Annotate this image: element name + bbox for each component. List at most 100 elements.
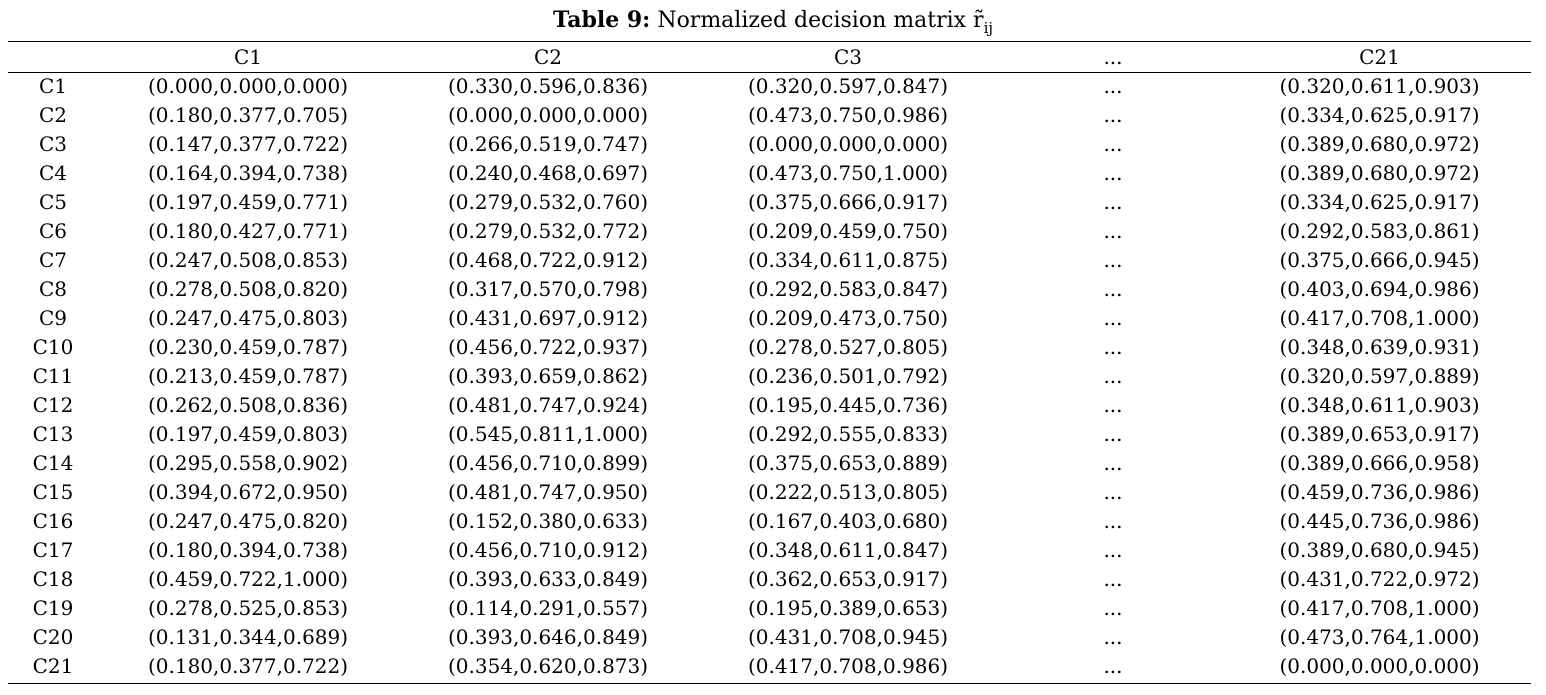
- row-label: C16: [32, 509, 74, 533]
- table-caption-symbol: r̃: [973, 8, 984, 33]
- cell-ellipsis: ...: [1103, 480, 1123, 504]
- cell-c3: (0.417,0.708,0.986): [747, 654, 949, 678]
- cell-c3: (0.209,0.459,0.750): [747, 219, 949, 243]
- cell-c2: (0.354,0.620,0.873): [447, 654, 649, 678]
- table-row: C15 (0.394,0.672,0.950) (0.481,0.747,0.950…: [8, 478, 1531, 507]
- table-caption: Table 9: Normalized decision matrix r̃ij: [0, 6, 1546, 42]
- cell-c1: (0.213,0.459,0.787): [147, 364, 349, 388]
- cell-c3: (0.473,0.750,1.000): [747, 161, 949, 185]
- row-label: C1: [38, 74, 68, 98]
- cell-c1: (0.197,0.459,0.771): [147, 190, 349, 214]
- table-row: C6 (0.180,0.427,0.771) (0.279,0.532,0.772)…: [8, 217, 1531, 246]
- cell-c21: (0.389,0.680,0.972): [1279, 161, 1480, 185]
- cell-c21: (0.389,0.653,0.917): [1279, 422, 1480, 446]
- row-label: C3: [38, 132, 68, 156]
- cell-c3: (0.348,0.611,0.847): [747, 538, 949, 562]
- table-row: C19 (0.278,0.525,0.853) (0.114,0.291,0.557…: [8, 594, 1531, 623]
- table-row: C3 (0.147,0.377,0.722) (0.266,0.519,0.747)…: [8, 130, 1531, 159]
- table-row: C13 (0.197,0.459,0.803) (0.545,0.811,1.000…: [8, 420, 1531, 449]
- table-body: C1 (0.000,0.000,0.000) (0.330,0.596,0.836)…: [8, 72, 1531, 681]
- cell-c2: (0.393,0.633,0.849): [447, 567, 649, 591]
- table-row: C5 (0.197,0.459,0.771) (0.279,0.532,0.760)…: [8, 188, 1531, 217]
- cell-ellipsis: ...: [1103, 103, 1123, 127]
- table-caption-text: Normalized decision matrix: [657, 8, 967, 33]
- cell-c3: (0.375,0.666,0.917): [747, 190, 949, 214]
- table-row: C1 (0.000,0.000,0.000) (0.330,0.596,0.836)…: [8, 72, 1531, 101]
- cell-c21: (0.389,0.666,0.958): [1279, 451, 1480, 475]
- cell-c3: (0.195,0.445,0.736): [747, 393, 949, 417]
- cell-ellipsis: ...: [1103, 219, 1123, 243]
- table-top-rule: [8, 41, 1531, 42]
- table-row: C10 (0.230,0.459,0.787) (0.456,0.722,0.937…: [8, 333, 1531, 362]
- cell-c1: (0.262,0.508,0.836): [147, 393, 349, 417]
- cell-c2: (0.330,0.596,0.836): [447, 74, 649, 98]
- cell-ellipsis: ...: [1103, 393, 1123, 417]
- table-header-rule: [8, 72, 1531, 73]
- row-label: C11: [32, 364, 74, 388]
- row-label: C5: [38, 190, 68, 214]
- cell-c2: (0.240,0.468,0.697): [447, 161, 649, 185]
- cell-c1: (0.278,0.525,0.853): [147, 596, 349, 620]
- cell-c2: (0.393,0.646,0.849): [447, 625, 649, 649]
- row-label: C20: [32, 625, 74, 649]
- cell-c1: (0.295,0.558,0.902): [147, 451, 349, 475]
- cell-c2: (0.114,0.291,0.557): [447, 596, 649, 620]
- cell-c3: (0.236,0.501,0.792): [747, 364, 949, 388]
- table-row: C20 (0.131,0.344,0.689) (0.393,0.646,0.849…: [8, 623, 1531, 652]
- row-label: C15: [32, 480, 74, 504]
- cell-c21: (0.431,0.722,0.972): [1279, 567, 1480, 591]
- table-row: C4 (0.164,0.394,0.738) (0.240,0.468,0.697)…: [8, 159, 1531, 188]
- row-label: C6: [38, 219, 68, 243]
- cell-c2: (0.431,0.697,0.912): [447, 306, 649, 330]
- cell-c2: (0.279,0.532,0.760): [447, 190, 649, 214]
- cell-c3: (0.167,0.403,0.680): [747, 509, 949, 533]
- cell-ellipsis: ...: [1103, 132, 1123, 156]
- cell-c1: (0.147,0.377,0.722): [147, 132, 349, 156]
- cell-c21: (0.348,0.639,0.931): [1279, 335, 1480, 359]
- cell-c21: (0.417,0.708,1.000): [1279, 596, 1480, 620]
- cell-ellipsis: ...: [1103, 190, 1123, 214]
- cell-ellipsis: ...: [1103, 422, 1123, 446]
- cell-c1: (0.180,0.377,0.722): [147, 654, 349, 678]
- cell-ellipsis: ...: [1103, 161, 1123, 185]
- cell-c1: (0.000,0.000,0.000): [147, 74, 349, 98]
- cell-c3: (0.278,0.527,0.805): [747, 335, 949, 359]
- cell-c3: (0.292,0.555,0.833): [747, 422, 949, 446]
- cell-ellipsis: ...: [1103, 451, 1123, 475]
- cell-c21: (0.445,0.736,0.986): [1279, 509, 1480, 533]
- cell-c2: (0.266,0.519,0.747): [447, 132, 649, 156]
- cell-c2: (0.481,0.747,0.950): [447, 480, 649, 504]
- table-row: C16 (0.247,0.475,0.820) (0.152,0.380,0.633…: [8, 507, 1531, 536]
- cell-c1: (0.180,0.377,0.705): [147, 103, 349, 127]
- table-bottom-rule: [8, 683, 1531, 684]
- column-header-c2: C2: [533, 45, 563, 69]
- cell-c21: (0.389,0.680,0.972): [1279, 132, 1480, 156]
- cell-ellipsis: ...: [1103, 625, 1123, 649]
- cell-c1: (0.247,0.475,0.820): [147, 509, 349, 533]
- cell-c2: (0.393,0.659,0.862): [447, 364, 649, 388]
- table-row: C17 (0.180,0.394,0.738) (0.456,0.710,0.912…: [8, 536, 1531, 565]
- cell-ellipsis: ...: [1103, 306, 1123, 330]
- table-row: C11 (0.213,0.459,0.787) (0.393,0.659,0.862…: [8, 362, 1531, 391]
- cell-c1: (0.131,0.344,0.689): [147, 625, 349, 649]
- cell-c21: (0.389,0.680,0.945): [1279, 538, 1480, 562]
- cell-c21: (0.459,0.736,0.986): [1279, 480, 1480, 504]
- cell-ellipsis: ...: [1103, 538, 1123, 562]
- cell-c21: (0.334,0.625,0.917): [1279, 190, 1480, 214]
- row-label: C21: [32, 654, 74, 678]
- cell-c21: (0.375,0.666,0.945): [1279, 248, 1480, 272]
- cell-c3: (0.195,0.389,0.653): [747, 596, 949, 620]
- row-label: C2: [38, 103, 68, 127]
- cell-c1: (0.164,0.394,0.738): [147, 161, 349, 185]
- cell-c3: (0.292,0.583,0.847): [747, 277, 949, 301]
- row-label: C9: [38, 306, 68, 330]
- cell-ellipsis: ...: [1103, 364, 1123, 388]
- table-row: C7 (0.247,0.508,0.853) (0.468,0.722,0.912)…: [8, 246, 1531, 275]
- table-caption-subscript: ij: [983, 19, 994, 37]
- cell-c3: (0.431,0.708,0.945): [747, 625, 949, 649]
- cell-c21: (0.417,0.708,1.000): [1279, 306, 1480, 330]
- cell-ellipsis: ...: [1103, 277, 1123, 301]
- table-row: C8 (0.278,0.508,0.820) (0.317,0.570,0.798)…: [8, 275, 1531, 304]
- cell-c2: (0.481,0.747,0.924): [447, 393, 649, 417]
- cell-c2: (0.456,0.710,0.912): [447, 538, 649, 562]
